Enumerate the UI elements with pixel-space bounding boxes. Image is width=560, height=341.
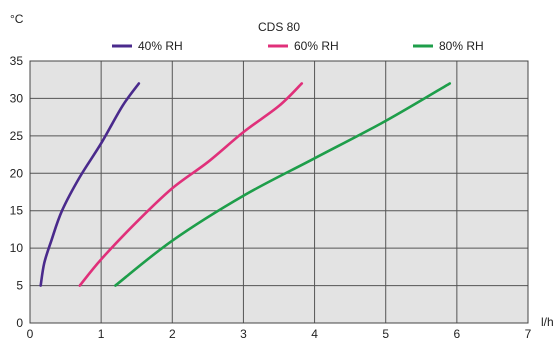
x-tick-labels: 0 1 2 3 4 5 6 7 xyxy=(27,327,532,341)
plot-frame xyxy=(29,60,529,324)
x-tick-label-0: 0 xyxy=(27,327,34,341)
series-line-0 xyxy=(39,82,141,287)
x-tick-label-6: 6 xyxy=(454,327,461,341)
x-tick-label-4: 4 xyxy=(311,327,318,341)
x-tick-label-3: 3 xyxy=(240,327,247,341)
y-tick-label-0: 0 xyxy=(16,316,23,330)
x-axis-unit: l/h xyxy=(541,315,554,329)
series-line-2 xyxy=(114,82,452,287)
y-tick-labels: 0 5 10 15 20 25 30 35 xyxy=(10,54,24,330)
chart-title: CDS 80 xyxy=(258,20,300,34)
plot-background xyxy=(30,61,528,323)
x-tick-label-1: 1 xyxy=(98,327,105,341)
y-tick-label-6: 30 xyxy=(10,91,24,105)
legend-label-1: 60% RH xyxy=(294,39,339,53)
legend-label-0: 40% RH xyxy=(138,39,183,53)
x-tick-label-2: 2 xyxy=(169,327,176,341)
y-tick-label-3: 15 xyxy=(10,204,24,218)
series-line-1 xyxy=(78,82,304,287)
x-tick-label-7: 7 xyxy=(525,327,532,341)
y-tick-label-2: 10 xyxy=(10,241,24,255)
y-tick-label-1: 5 xyxy=(16,279,23,293)
y-axis-unit: °C xyxy=(10,12,24,26)
legend: 40% RH 60% RH 80% RH xyxy=(112,39,484,53)
y-tick-label-7: 35 xyxy=(10,54,24,68)
y-tick-label-5: 25 xyxy=(10,129,24,143)
legend-label-2: 80% RH xyxy=(439,39,484,53)
y-tick-label-4: 20 xyxy=(10,166,24,180)
series-lines xyxy=(39,82,452,287)
x-tick-label-5: 5 xyxy=(382,327,389,341)
